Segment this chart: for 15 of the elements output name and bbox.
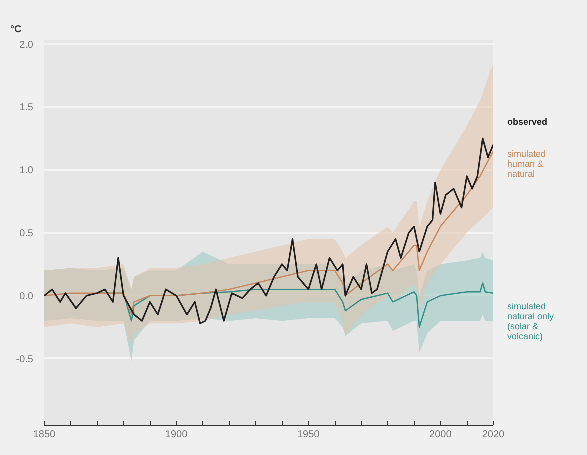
- y-tick-label: 1.5: [20, 102, 34, 114]
- text: observed: [508, 116, 548, 127]
- y-tick-label: 0.5: [20, 228, 34, 240]
- x-tick-label: 2020: [482, 430, 506, 440]
- x-tick-label: 1900: [165, 430, 188, 440]
- x-tick-label: 1950: [297, 430, 320, 440]
- y-tick-label: 2.0: [20, 40, 34, 51]
- y-tick-label: -0.5: [16, 354, 34, 366]
- y-tick-label: 1.0: [20, 166, 34, 177]
- y-tick-label: 0.0: [20, 291, 34, 302]
- series-label: simulated human & natural: [508, 149, 546, 180]
- x-tick-label: 2000: [430, 430, 452, 440]
- y-axis-title: °C: [10, 24, 22, 36]
- series-label: simulated natural only (solar & volcanic): [508, 301, 555, 342]
- x-tick-label: 1850: [33, 430, 56, 440]
